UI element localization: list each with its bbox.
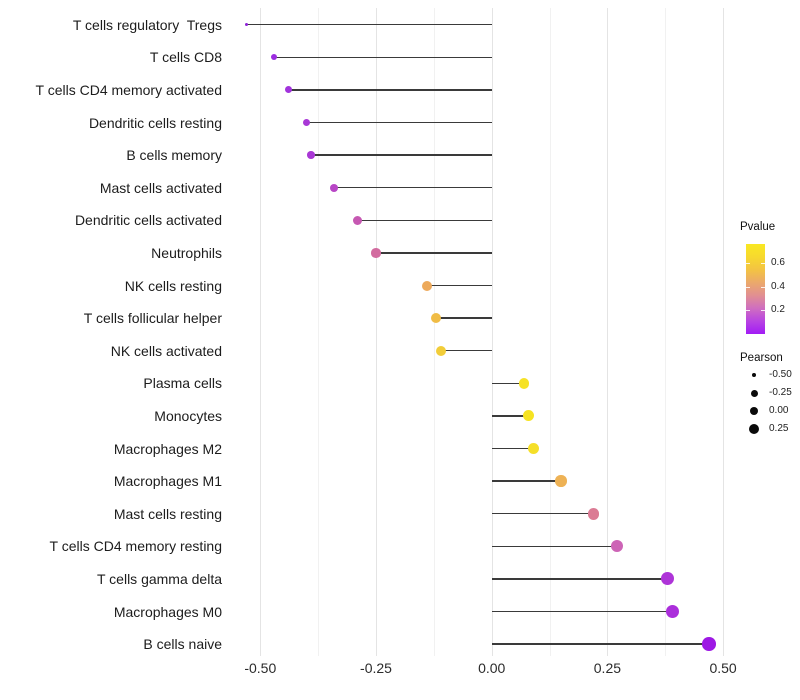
- lollipop-dot: [330, 183, 339, 192]
- lollipop-dot: [435, 345, 446, 356]
- lollipop-stem: [357, 219, 492, 221]
- lollipop-dot: [371, 248, 381, 258]
- lollipop-dot: [555, 475, 567, 487]
- pvalue-colorbar: [746, 244, 765, 334]
- lollipop-dot: [702, 637, 716, 651]
- pvalue-tick-label: 0.2: [771, 304, 785, 316]
- x-axis-tick-label: 0.00: [478, 660, 506, 676]
- colorbar-tick: [761, 262, 765, 264]
- lollipop-stem: [246, 24, 492, 26]
- y-axis-label: T cells follicular helper: [83, 310, 222, 327]
- y-axis-label: T cells regulatory Tregs: [72, 16, 222, 33]
- y-axis-label: Neutrophils: [151, 244, 222, 261]
- lollipop-dot: [244, 22, 249, 27]
- pvalue-tick-label: 0.6: [771, 256, 785, 268]
- gridline-major: [491, 8, 493, 656]
- y-axis-label: Dendritic cells activated: [74, 212, 222, 229]
- lollipop-dot: [661, 572, 674, 586]
- lollipop-stem: [334, 187, 492, 189]
- lollipop-stem: [274, 56, 492, 58]
- pearson-size-dot: [749, 406, 759, 416]
- colorbar-tick: [746, 262, 750, 264]
- colorbar-tick: [746, 310, 750, 312]
- pearson-size-dot: [752, 373, 756, 378]
- colorbar-tick: [761, 310, 765, 312]
- gridline-major: [607, 8, 609, 656]
- pearson-size-label: -0.50: [769, 369, 792, 381]
- pearson-size-dot: [749, 423, 759, 434]
- x-axis-tick-label: 0.50: [709, 660, 737, 676]
- colorbar-tick: [761, 286, 765, 288]
- x-axis-tick-label: 0.25: [593, 660, 622, 676]
- y-axis-label: Macrophages M0: [113, 603, 222, 620]
- lollipop-stem: [491, 480, 562, 482]
- y-axis-label: B cells naive: [143, 636, 222, 653]
- lollipop-stem: [436, 317, 492, 319]
- gridline-major: [376, 8, 377, 656]
- pearson-size-dot: [750, 389, 758, 397]
- lollipop-stem: [491, 610, 673, 613]
- y-axis-label: Mast cells resting: [113, 505, 222, 522]
- lollipop-dot: [665, 605, 679, 618]
- lollipop-stem: [491, 578, 668, 580]
- colorbar-tick: [746, 286, 750, 288]
- y-axis-label: Plasma cells: [143, 375, 222, 392]
- pearson-legend-title: Pearson: [740, 352, 783, 364]
- x-axis-tick-label: -0.25: [360, 660, 392, 676]
- y-axis-label: T cells CD8: [149, 49, 222, 66]
- y-axis-label: NK cells resting: [124, 277, 222, 294]
- lollipop-stem: [491, 415, 529, 417]
- lollipop-dot: [302, 118, 311, 127]
- lollipop-stem: [288, 89, 492, 91]
- pvalue-legend-title: Pvalue: [740, 221, 776, 233]
- y-axis-label: Macrophages M1: [113, 473, 222, 490]
- y-axis-label: Dendritic cells resting: [88, 114, 222, 131]
- gridline-minor: [549, 8, 551, 656]
- gridline-minor: [318, 8, 320, 656]
- lollipop-dot: [527, 443, 539, 454]
- lollipop-dot: [284, 86, 292, 94]
- y-axis-label: T cells CD4 memory resting: [49, 538, 222, 555]
- pearson-size-label: 0.00: [769, 404, 789, 416]
- lollipop-stem: [491, 643, 710, 645]
- y-axis-label: Monocytes: [154, 407, 222, 424]
- lollipop-dot: [421, 280, 432, 291]
- lollipop-stem: [491, 545, 617, 547]
- pvalue-tick-label: 0.4: [771, 280, 785, 292]
- lollipop-dot: [523, 410, 535, 422]
- y-axis-label: Mast cells activated: [99, 179, 222, 196]
- lollipop-stem: [376, 252, 492, 254]
- gridline-major: [723, 8, 725, 656]
- gridline-major: [260, 8, 262, 656]
- lollipop-dot: [270, 54, 278, 61]
- lollipop-dot: [431, 313, 442, 324]
- y-axis-label: Macrophages M2: [113, 440, 222, 457]
- lollipop-stem: [426, 284, 492, 287]
- lollipop-stem: [311, 154, 492, 156]
- lollipop-stem: [306, 121, 492, 124]
- lollipop-stem: [491, 513, 594, 515]
- pearson-size-label: 0.25: [769, 422, 789, 434]
- lollipop-dot: [307, 151, 315, 159]
- gridline-minor: [665, 8, 667, 656]
- y-axis-label: T cells gamma delta: [96, 570, 222, 587]
- lollipop-dot: [587, 507, 600, 520]
- lollipop-dot: [518, 377, 530, 389]
- y-axis-label: NK cells activated: [110, 342, 222, 359]
- lollipop-stem: [491, 382, 525, 384]
- gridline-minor: [433, 8, 435, 656]
- lollipop-stem: [491, 447, 534, 450]
- pearson-size-label: -0.25: [769, 387, 792, 399]
- x-axis-tick-label: -0.50: [244, 660, 277, 676]
- y-axis-label: T cells CD4 memory activated: [35, 81, 222, 98]
- y-axis-label: B cells memory: [126, 147, 222, 164]
- lollipop-dot: [610, 540, 623, 553]
- lollipop-stem: [440, 350, 492, 352]
- lollipop-dot: [352, 215, 362, 225]
